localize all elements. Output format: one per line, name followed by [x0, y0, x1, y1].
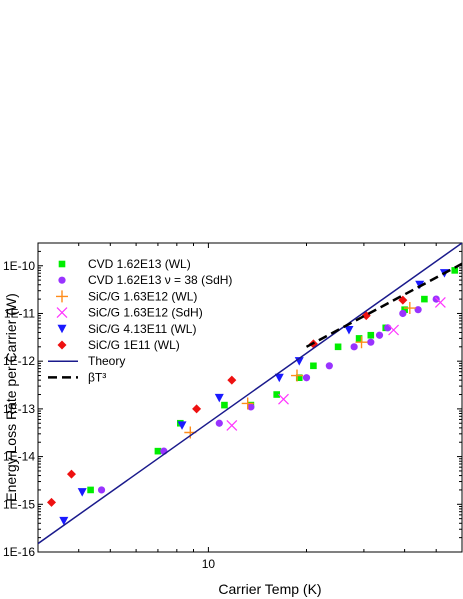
- y-tick-label: 1E-11: [4, 306, 35, 320]
- data-point: [401, 306, 408, 313]
- y-tick-label: 1E-14: [3, 450, 35, 464]
- legend: CVD 1.62E13 (WL) CVD 1.62E13 ν = 38 (SdH)…: [48, 257, 232, 384]
- y-tick-label: 1E-12: [3, 354, 35, 368]
- data-point: [367, 331, 375, 339]
- legend-item: SiC/G 1.63E12 (SdH): [56, 306, 203, 320]
- legend-label: CVD 1.62E13 ν = 38 (SdH): [88, 273, 232, 287]
- legend-item: CVD 1.62E13 ν = 38 (SdH): [58, 273, 232, 287]
- data-point: [384, 324, 392, 332]
- data-point: [274, 373, 284, 383]
- x-axis-title: Carrier Temp (K): [218, 581, 321, 597]
- legend-label: SiC/G 4.13E11 (WL): [88, 322, 196, 336]
- data-point: [334, 343, 342, 351]
- legend-label: SiC/G 1.63E12 (WL): [88, 289, 197, 303]
- data-point: [87, 486, 94, 494]
- data-point: [221, 401, 228, 409]
- series-6: [38, 243, 462, 545]
- legend-label: Theory: [88, 354, 125, 368]
- legend-label: βT³: [88, 370, 106, 384]
- legend-label: CVD 1.62E13 (WL): [88, 257, 191, 271]
- data-point: [310, 362, 317, 370]
- data-point: [355, 335, 363, 342]
- legend-item: CVD 1.62E13 (WL): [58, 257, 191, 271]
- data-point: [215, 419, 223, 427]
- y-tick-label: 1E-13: [3, 402, 35, 416]
- y-tick-label: 1E-15: [3, 497, 35, 511]
- legend-item: Theory: [48, 354, 125, 368]
- legend-item: βT³: [48, 370, 106, 384]
- data-point: [421, 295, 428, 303]
- data-point: [375, 331, 384, 339]
- data-point: [403, 302, 416, 315]
- data-point: [355, 336, 368, 349]
- y-axis-title: Energy Loss Rate per Carrier (W): [3, 293, 19, 502]
- data-point: [154, 447, 162, 455]
- legend-marker: [56, 290, 68, 303]
- data-point: [66, 469, 76, 479]
- data-point: [59, 516, 69, 526]
- data-point: [192, 404, 202, 414]
- legend-marker: [57, 340, 67, 350]
- y-tick-label: 1E-10: [3, 259, 35, 273]
- power-law-line: [305, 262, 462, 348]
- data-point: [227, 375, 237, 385]
- data-point: [367, 338, 375, 346]
- data-point: [278, 393, 289, 405]
- data-point: [434, 297, 446, 308]
- series-layer: [38, 243, 462, 545]
- legend-marker: [57, 324, 67, 334]
- data-point: [388, 324, 400, 336]
- plot-frame: [37, 242, 463, 553]
- x-tick-label: 10: [202, 557, 216, 571]
- data-point: [350, 343, 358, 351]
- theory-line: [38, 243, 462, 545]
- data-point: [46, 497, 56, 507]
- data-point: [77, 488, 87, 497]
- data-point: [451, 267, 459, 274]
- data-point: [226, 420, 238, 431]
- series-3: [226, 297, 446, 431]
- data-point: [247, 403, 255, 411]
- series-2: [184, 302, 416, 439]
- data-point: [273, 391, 280, 398]
- data-point: [177, 421, 187, 430]
- data-point: [325, 362, 333, 370]
- legend-label: SiC/G 1.63E12 (SdH): [88, 306, 203, 320]
- data-point: [290, 369, 303, 382]
- data-point: [414, 306, 422, 314]
- data-point: [214, 393, 224, 403]
- y-tick-label: 1E-16: [3, 545, 35, 559]
- legend-marker: [58, 276, 66, 284]
- legend-marker: [58, 260, 66, 268]
- data-point: [241, 397, 254, 410]
- data-point: [344, 326, 354, 335]
- legend-item: SiC/G 1E11 (WL): [57, 338, 180, 352]
- data-point: [295, 374, 303, 382]
- data-point: [399, 309, 407, 318]
- data-point: [97, 486, 106, 494]
- legend-marker: [56, 307, 68, 319]
- axes: 1E-16 1E-15 1E-14 1E-13 1E-12 1E-11 1E-10 10: [3, 242, 463, 571]
- legend-label: SiC/G 1E11 (WL): [88, 338, 180, 352]
- data-point: [302, 374, 311, 382]
- legend-item: SiC/G 4.13E11 (WL): [57, 322, 196, 336]
- series-7: [305, 262, 462, 348]
- legend-item: SiC/G 1.63E12 (WL): [56, 289, 197, 303]
